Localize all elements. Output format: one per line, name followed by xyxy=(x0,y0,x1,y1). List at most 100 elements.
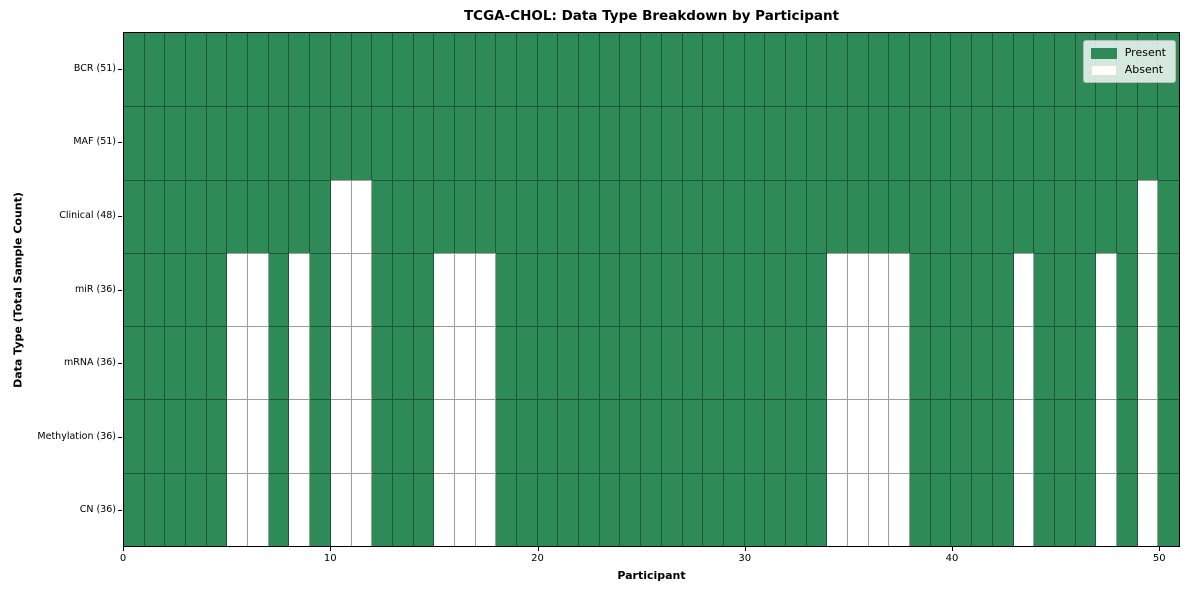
heatmap-cell xyxy=(744,326,766,400)
heatmap-cell xyxy=(330,33,352,107)
heatmap-cell xyxy=(165,106,187,180)
heatmap-cell xyxy=(392,179,414,253)
heatmap-cell xyxy=(1054,179,1076,253)
heatmap-cell xyxy=(227,472,249,546)
heatmap-cell xyxy=(413,179,435,253)
heatmap-cell xyxy=(372,252,393,327)
heatmap-cell xyxy=(206,179,228,253)
heatmap-cell xyxy=(1137,252,1159,327)
heatmap-cell xyxy=(1075,399,1097,473)
x-tick-label: 20 xyxy=(531,553,544,564)
heatmap-cell xyxy=(889,252,911,327)
heatmap-cell xyxy=(1096,326,1117,400)
heatmap-cell xyxy=(579,399,600,473)
heatmap-cell xyxy=(206,399,228,473)
heatmap-cell xyxy=(682,106,704,180)
heatmap-cell xyxy=(413,326,435,400)
heatmap-cell xyxy=(765,472,786,546)
heatmap-cell xyxy=(951,472,973,546)
heatmap-cell xyxy=(682,33,704,107)
heatmap-cell xyxy=(454,252,476,327)
heatmap-cell xyxy=(889,472,911,546)
heatmap-cell xyxy=(641,252,662,327)
heatmap-cell xyxy=(475,33,497,107)
heatmap-cell xyxy=(930,33,952,107)
heatmap-cell xyxy=(641,179,662,253)
heatmap-cell xyxy=(661,179,683,253)
heatmap-cell xyxy=(144,326,166,400)
heatmap-cell xyxy=(661,106,683,180)
heatmap-cell xyxy=(765,179,786,253)
heatmap-cell xyxy=(848,472,869,546)
heatmap-cell xyxy=(972,106,993,180)
heatmap-cell xyxy=(289,326,311,400)
heatmap-cell xyxy=(475,399,497,473)
heatmap-cell xyxy=(599,252,621,327)
heatmap-cell xyxy=(537,33,559,107)
heatmap-cell xyxy=(434,399,455,473)
y-tick-label: CN (36) xyxy=(79,504,116,516)
heatmap-cell xyxy=(144,106,166,180)
heatmap-cell xyxy=(930,326,952,400)
heatmap-cell xyxy=(475,472,497,546)
heatmap-cell xyxy=(372,179,393,253)
heatmap-cell xyxy=(206,252,228,327)
heatmap-cell xyxy=(124,326,145,400)
heatmap-cell xyxy=(186,472,207,546)
heatmap-cell xyxy=(517,33,538,107)
heatmap-cell xyxy=(413,252,435,327)
x-tick-mark xyxy=(1159,547,1160,551)
heatmap-cell xyxy=(806,179,828,253)
heatmap-cell xyxy=(868,106,890,180)
y-tick-label: MAF (51) xyxy=(73,136,116,148)
heatmap-cell xyxy=(227,33,249,107)
heatmap-cell xyxy=(579,33,600,107)
heatmap-cell xyxy=(227,399,249,473)
heatmap-cell xyxy=(930,472,952,546)
heatmap-cell xyxy=(661,472,683,546)
heatmap-cell xyxy=(330,106,352,180)
heatmap-cell xyxy=(227,252,249,327)
heatmap-cell xyxy=(785,33,807,107)
heatmap-cell xyxy=(930,179,952,253)
heatmap-cell xyxy=(248,326,269,400)
heatmap-cell xyxy=(848,33,869,107)
heatmap-cell xyxy=(165,472,187,546)
heatmap-cell xyxy=(723,326,745,400)
heatmap-cell xyxy=(248,33,269,107)
heatmap-cell xyxy=(1034,326,1055,400)
legend-label-present: Present xyxy=(1124,46,1166,59)
heatmap-cell xyxy=(517,399,538,473)
heatmap-cell xyxy=(351,33,373,107)
heatmap-cell xyxy=(827,472,849,546)
heatmap-cell xyxy=(413,472,435,546)
heatmap-cell xyxy=(124,106,145,180)
heatmap-cell xyxy=(806,472,828,546)
heatmap-cell xyxy=(372,33,393,107)
heatmap-cell xyxy=(1137,472,1159,546)
heatmap-cell xyxy=(1096,399,1117,473)
heatmap-cell xyxy=(682,326,704,400)
heatmap-cell xyxy=(951,252,973,327)
heatmap-cell xyxy=(496,399,518,473)
heatmap-cell xyxy=(496,179,518,253)
x-tick-mark xyxy=(330,547,331,551)
heatmap-cell xyxy=(827,33,849,107)
heatmap-cell xyxy=(641,326,662,400)
heatmap-cell xyxy=(744,252,766,327)
heatmap-cell xyxy=(165,179,187,253)
heatmap-cell xyxy=(951,179,973,253)
heatmap-cell xyxy=(765,33,786,107)
heatmap-cell xyxy=(434,33,455,107)
heatmap-cell xyxy=(723,179,745,253)
absent-swatch-icon xyxy=(1090,64,1117,76)
heatmap-cell xyxy=(1013,399,1035,473)
heatmap-cell xyxy=(827,106,849,180)
heatmap-cell xyxy=(1075,106,1097,180)
heatmap-cell xyxy=(496,472,518,546)
heatmap-cell xyxy=(972,33,993,107)
y-tick-mark xyxy=(118,363,122,364)
heatmap-cell xyxy=(661,399,683,473)
heatmap-cell xyxy=(330,179,352,253)
heatmap-cell xyxy=(661,33,683,107)
